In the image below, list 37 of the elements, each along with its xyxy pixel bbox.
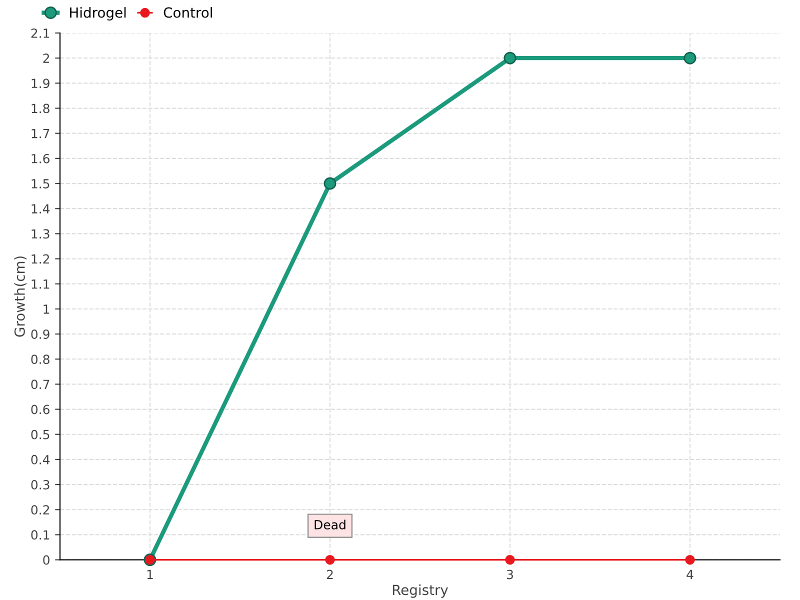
y-tick-label: 1.1 (32, 279, 50, 289)
annotation: Dead (314, 520, 346, 530)
y-tick-label: 0.8 (31, 354, 50, 364)
x-tick-label: 2 (326, 570, 333, 580)
point (684, 52, 696, 64)
y-tick-label: 0.6 (31, 404, 50, 414)
x-tick-label: 1 (147, 570, 153, 580)
point (505, 554, 515, 565)
y-tick-label: 0.1 (31, 530, 50, 540)
y-tick-label: 2.1 (31, 28, 50, 38)
y-tick-label: 1.3 (32, 229, 50, 239)
y-tick-label: 1 (44, 304, 50, 314)
x-tick-label: 4 (686, 570, 694, 580)
y-tick-label: 0.5 (31, 430, 50, 440)
x-axis-title: Registry (392, 584, 448, 598)
y-tick-label: 0.7 (31, 380, 50, 390)
y-tick-label: 2 (43, 54, 50, 63)
y-tick-label: 0.9 (31, 330, 50, 339)
point (504, 52, 516, 64)
y-tick-label: 1.4 (32, 204, 50, 214)
y-tick-label: 1.2 (32, 254, 50, 264)
y-axis-title: Growth(cm) (14, 256, 27, 337)
y-tick-label: 1.7 (32, 128, 50, 138)
point (324, 177, 336, 190)
y-tick-label: 1.5 (32, 179, 50, 188)
y-tick-label: 1.8 (32, 104, 50, 114)
point (685, 554, 695, 565)
y-tick-label: 0.3 (31, 480, 50, 490)
y-tick-label: 1.6 (32, 154, 50, 164)
legend-label: Hidrogel (70, 7, 126, 20)
y-tick-label: 0.2 (31, 505, 50, 515)
y-tick-label: 0.4 (31, 454, 50, 464)
legend-label: Control (164, 7, 212, 18)
y-tick-label: 0 (43, 555, 50, 565)
point (325, 554, 335, 565)
x-tick-label: 3 (506, 570, 513, 580)
y-tick-label: 1.9 (32, 78, 50, 88)
